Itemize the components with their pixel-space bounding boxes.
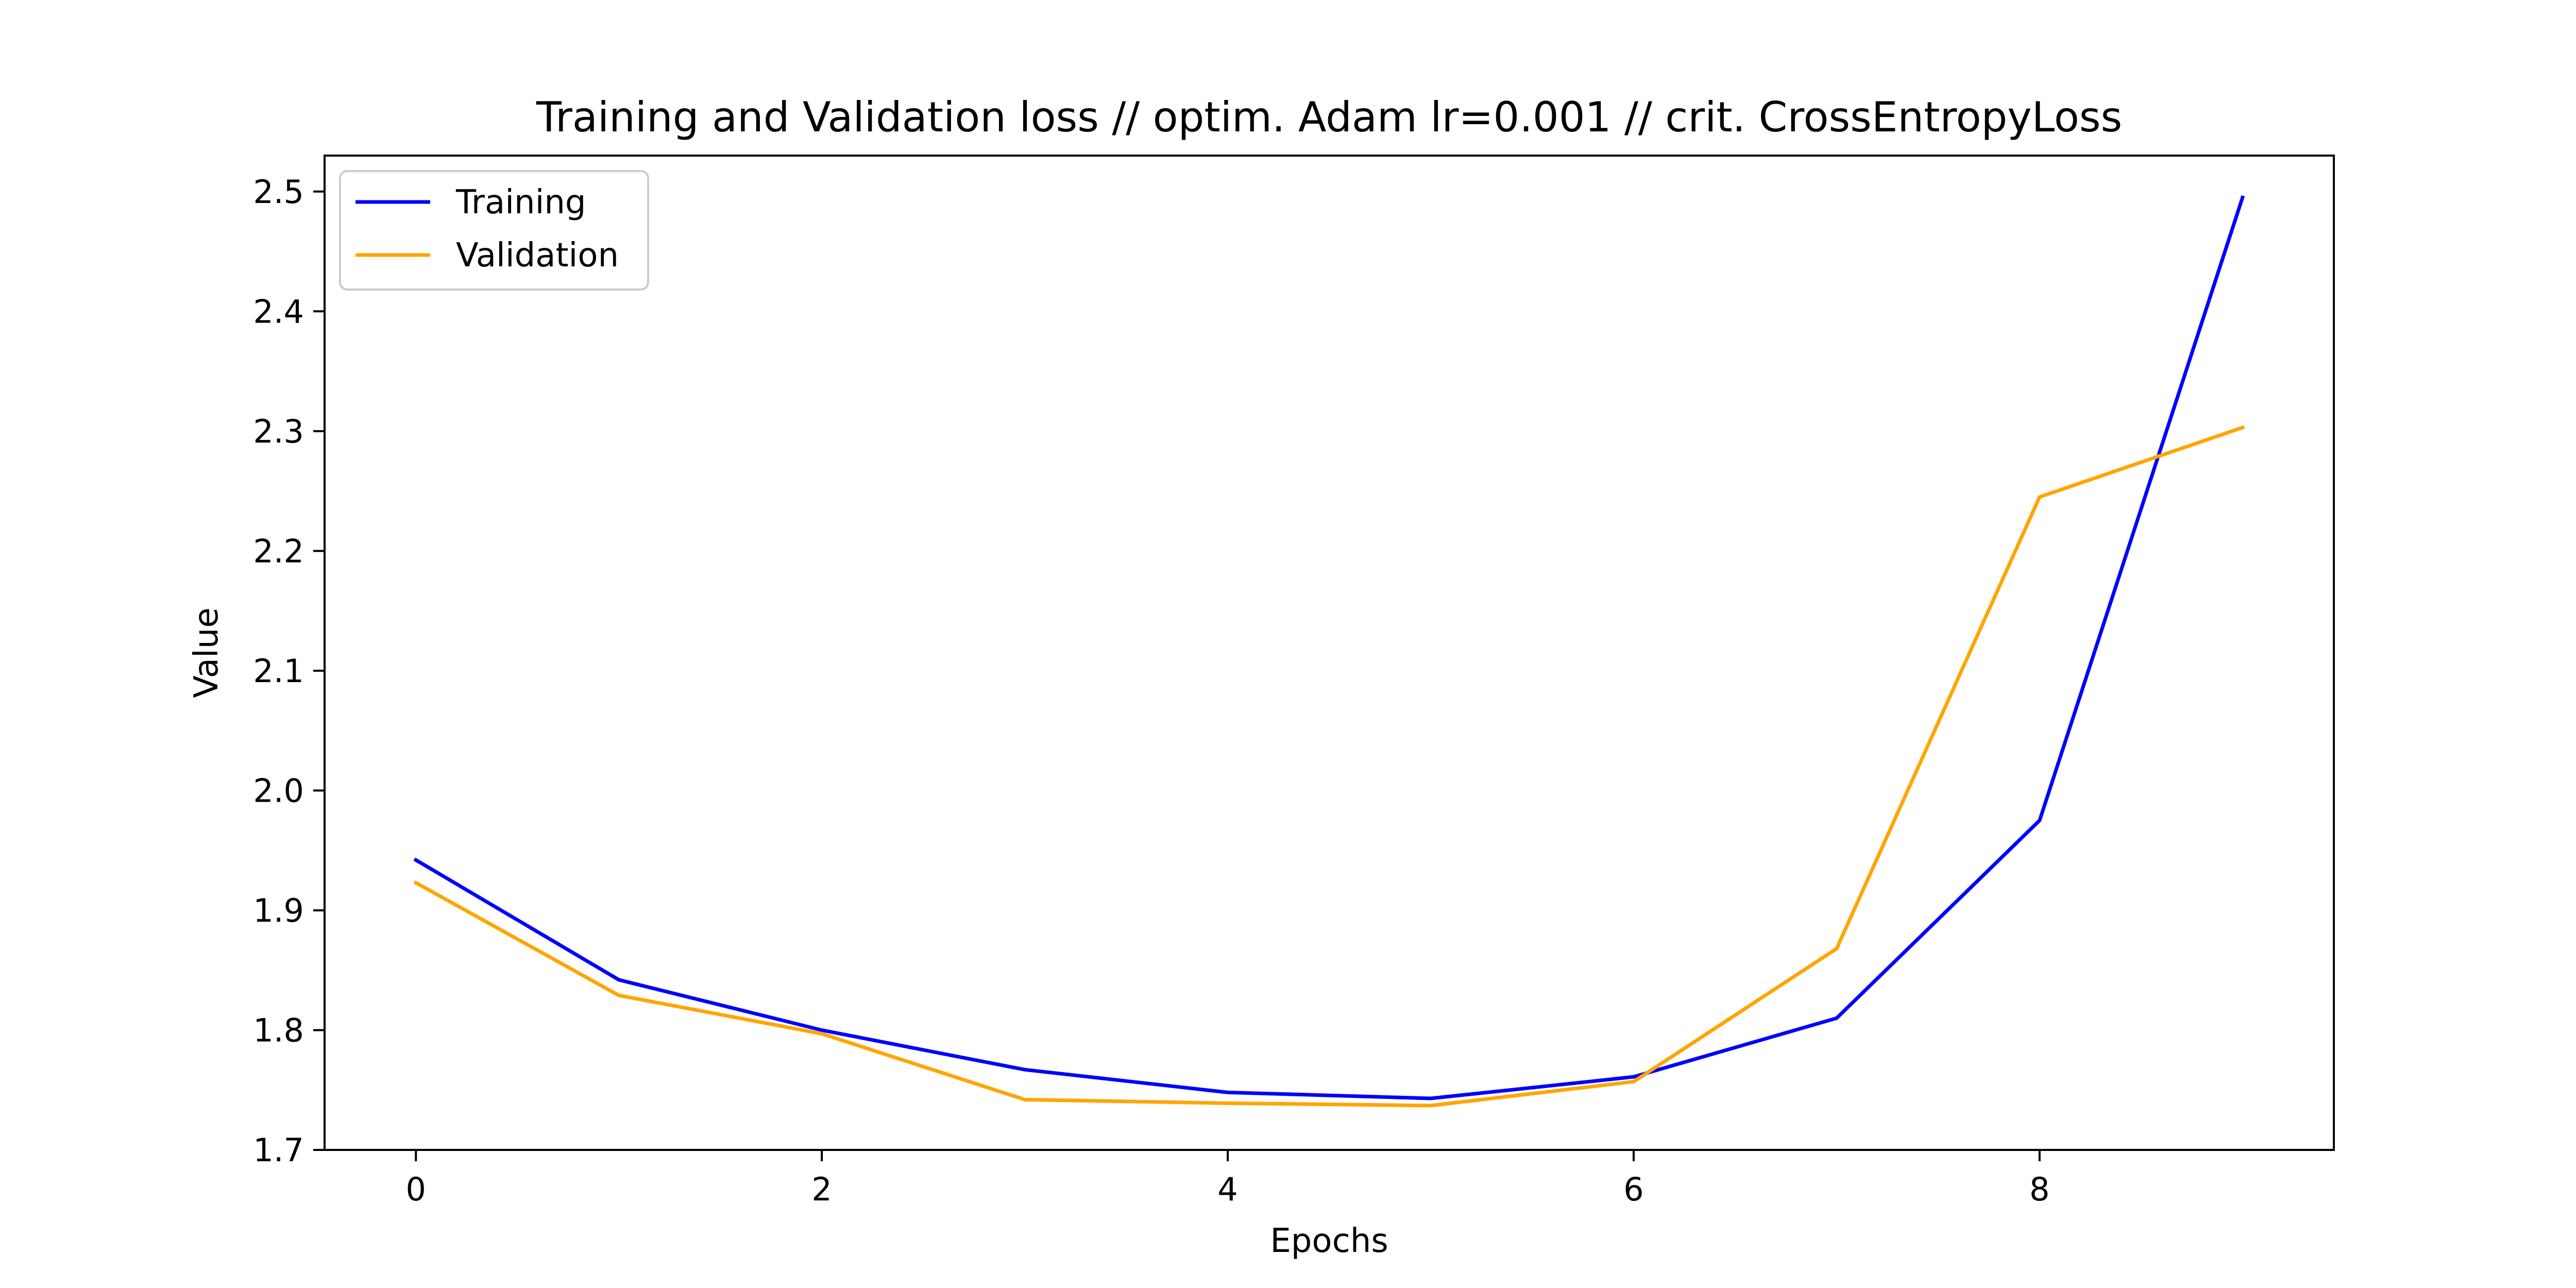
y-tick-label: 2.3 [253, 413, 304, 450]
y-tick-label: 1.9 [253, 892, 304, 929]
y-tick-label: 2.4 [253, 293, 304, 330]
x-axis-ticks: 0 2 4 6 8 [406, 1150, 2050, 1208]
x-axis-label: Epochs [1270, 1222, 1388, 1260]
y-tick-label: 2.5 [253, 173, 304, 211]
series-layer [413, 195, 2245, 1108]
legend-label-training: Training [455, 183, 586, 222]
series-line-validation [413, 425, 2245, 1108]
x-tick-label: 6 [1623, 1171, 1643, 1208]
y-tick-label: 1.8 [253, 1011, 304, 1049]
chart-title: Training and Validation loss // optim. A… [536, 93, 2122, 141]
legend: Training Validation [339, 170, 649, 291]
y-tick-label: 2.1 [253, 652, 304, 690]
y-tick-label: 1.7 [253, 1131, 304, 1169]
x-tick-label: 0 [406, 1171, 426, 1208]
x-tick-label: 2 [811, 1171, 832, 1208]
y-tick-label: 2.0 [253, 772, 304, 809]
x-tick-label: 8 [2029, 1171, 2049, 1208]
series-line-training [413, 195, 2245, 1100]
y-tick-label: 2.2 [253, 532, 304, 570]
plot-frame [324, 155, 2335, 1151]
y-axis-label: Value [188, 607, 226, 698]
x-tick-label: 4 [1217, 1171, 1238, 1208]
y-axis-ticks: 1.7 1.8 1.9 2.0 2.1 2.2 2.3 2.4 2.5 [253, 173, 325, 1169]
legend-label-validation: Validation [456, 236, 619, 275]
